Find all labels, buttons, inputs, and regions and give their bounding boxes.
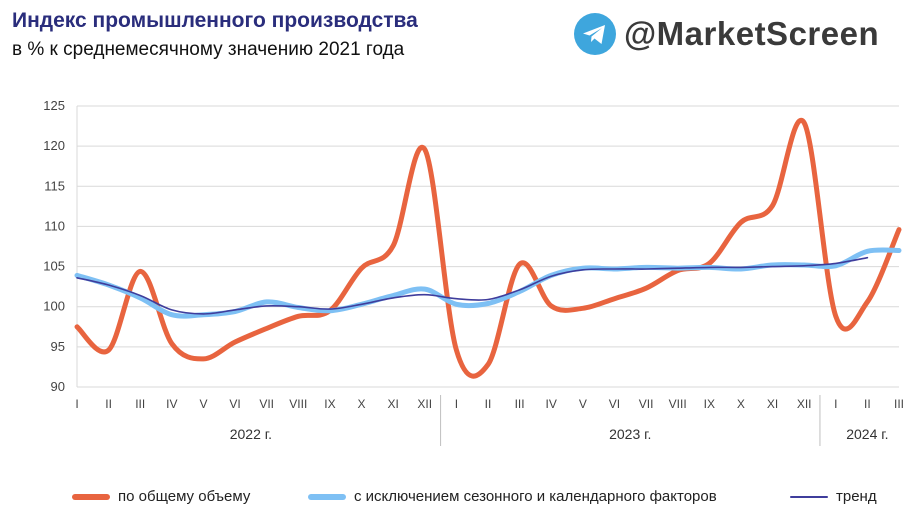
x-tick-label: XI — [767, 397, 778, 411]
x-tick-label: III — [894, 397, 904, 411]
x-tick-label: I — [455, 397, 458, 411]
legend-item: по общему объему — [72, 488, 250, 505]
x-tick-label: VI — [229, 397, 240, 411]
year-label: 2023 г. — [609, 426, 651, 442]
year-label: 2024 г. — [846, 426, 888, 442]
x-tick-label: V — [199, 397, 207, 411]
x-tick-label: IX — [324, 397, 335, 411]
x-tick-label: I — [75, 397, 78, 411]
y-tick-label: 95 — [51, 339, 65, 354]
telegram-icon — [574, 13, 616, 55]
x-tick-label: XII — [797, 397, 812, 411]
x-tick-label: I — [834, 397, 837, 411]
chart-legend: по общему объему с исключением сезонного … — [0, 488, 923, 512]
brand-handle: @MarketScreen — [624, 15, 880, 52]
x-tick-label: X — [737, 397, 745, 411]
x-tick-label: VII — [639, 397, 654, 411]
legend-label: тренд — [836, 488, 877, 505]
x-tick-label: II — [485, 397, 492, 411]
x-tick-label: III — [515, 397, 525, 411]
y-tick-label: 105 — [43, 259, 65, 274]
series-seasonally-adjusted-line — [74, 247, 902, 319]
y-tick-label: 110 — [44, 218, 65, 233]
x-tick-label: IX — [704, 397, 715, 411]
x-tick-label: II — [864, 397, 871, 411]
chart-title: Индекс промышленного производства — [12, 9, 418, 32]
legend-item: тренд — [790, 488, 877, 505]
y-tick-label: 115 — [44, 178, 65, 193]
y-tick-label: 125 — [43, 98, 65, 113]
x-tick-label: XI — [387, 397, 398, 411]
chart-subtitle: в % к среднемесячному значению 2021 года — [12, 39, 405, 60]
series-trend-line — [76, 256, 869, 315]
x-tick-label: VIII — [669, 397, 687, 411]
legend-label: по общему объему — [118, 488, 251, 505]
x-tick-label: II — [105, 397, 112, 411]
y-tick-label: 100 — [43, 299, 65, 314]
legend-swatch — [72, 493, 110, 500]
y-tick-label: 120 — [43, 138, 65, 153]
x-tick-label: VIII — [289, 397, 307, 411]
x-tick-label: IV — [546, 397, 557, 411]
brand-badge[interactable]: @MarketScreen — [574, 11, 879, 57]
y-tick-label: 90 — [51, 379, 65, 394]
legend-swatch — [790, 495, 828, 498]
x-tick-label: VII — [259, 397, 274, 411]
x-tick-label: III — [135, 397, 145, 411]
series-total-line — [74, 117, 902, 379]
x-tick-label: VI — [609, 397, 620, 411]
x-tick-label: XII — [417, 397, 432, 411]
x-tick-label: X — [358, 397, 366, 411]
year-label: 2022 г. — [230, 426, 272, 442]
legend-swatch — [308, 493, 346, 500]
legend-label: с исключением сезонного и календарного ф… — [354, 488, 717, 505]
x-tick-label: V — [579, 397, 587, 411]
x-tick-label: IV — [166, 397, 177, 411]
legend-item: с исключением сезонного и календарного ф… — [308, 488, 717, 505]
